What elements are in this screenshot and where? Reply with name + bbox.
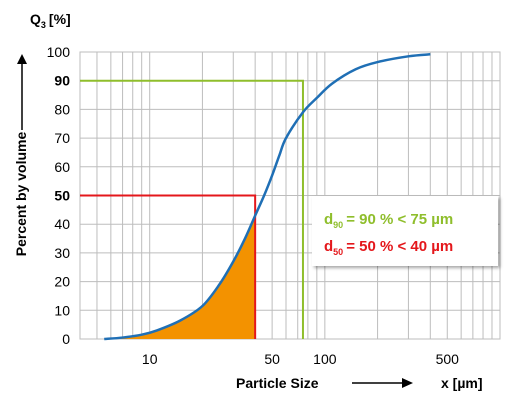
y-tick-label: 100 — [47, 44, 71, 60]
x-tick-labels: 10 50 100 500 — [142, 351, 459, 367]
marker-line — [80, 194, 257, 339]
y-tick-label: 80 — [54, 101, 70, 117]
y-tick-label: 50 — [54, 188, 70, 204]
x-tick-label: 500 — [436, 351, 460, 367]
y-tick-label: 70 — [54, 130, 70, 146]
y-tick-label: 40 — [54, 216, 70, 232]
marker-lines — [80, 79, 304, 339]
y-tick-labels: 0 10 20 30 40 50 60 70 80 90 100 — [47, 44, 71, 347]
y-tick-label: 20 — [54, 274, 70, 290]
x-unit-label: x [µm] — [441, 375, 483, 391]
y-tick-label: 0 — [62, 331, 70, 347]
x-tick-label: 100 — [313, 351, 337, 367]
y-tick-label: 30 — [54, 245, 70, 261]
y-axis-title: Q3 [%] — [30, 11, 71, 30]
annotation-d90: d90 = 90 % < 75 µm — [324, 211, 453, 230]
x-axis-title: Particle Size — [236, 375, 319, 391]
series-line — [104, 53, 431, 341]
y-tick-label: 60 — [54, 159, 70, 175]
x-tick-label: 10 — [142, 351, 158, 367]
y-tick-label: 90 — [54, 73, 70, 89]
annotation-d50: d50 = 50 % < 40 µm — [324, 238, 453, 257]
annotation-box: d90 = 90 % < 75 µm d50 = 50 % < 40 µm — [312, 196, 498, 266]
shaded-area — [104, 215, 256, 339]
x-axis-arrow-head — [402, 378, 413, 388]
y-side-label: Percent by volume — [13, 132, 29, 257]
x-tick-label: 50 — [264, 351, 280, 367]
y-side-arrow-head — [17, 54, 27, 64]
y-tick-label: 10 — [54, 302, 70, 318]
marker-line — [80, 79, 304, 339]
